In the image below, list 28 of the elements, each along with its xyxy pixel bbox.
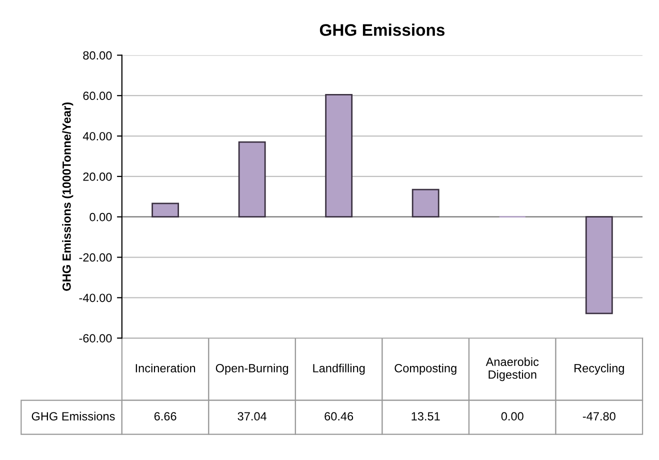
data-label: 60.46 [324,412,354,420]
bar [585,216,613,314]
x-tick-label: Open-Burning [216,364,288,375]
data-label: -47.80 [582,412,616,420]
y-tick-label: 20.00 [83,172,112,181]
data-label: 13.51 [412,412,440,420]
x-tick-label: Anaerobic Digestion [486,357,539,382]
x-tick-label: Landfilling [313,364,365,375]
bar [238,141,266,218]
y-tick-label: -60.00 [79,334,112,342]
data-label: 6.66 [154,412,176,420]
text: GHG Emissions [32,412,115,420]
x-tick-label: Incineration [136,364,196,372]
bar [412,188,440,218]
data-label: 0.00 [501,412,524,420]
bar [152,202,180,218]
y-tick-label: 40.00 [82,132,112,140]
x-tick-label: Recycling [574,364,624,375]
y-tick-label: -20.00 [79,253,112,262]
x-tick-label: Composting [394,364,456,375]
y-axis-title: GHG Emissions (1000Tonne/Year) [62,102,74,291]
y-tick-label: -40.00 [79,294,112,302]
data-label: 37.04 [238,412,266,420]
y-tick-label: 80.00 [83,51,112,60]
y-tick-label: 60.00 [83,92,112,100]
y-tick-label: 0.00 [90,212,112,222]
bar [325,94,353,218]
chart-title: GHG Emissions [320,24,445,36]
